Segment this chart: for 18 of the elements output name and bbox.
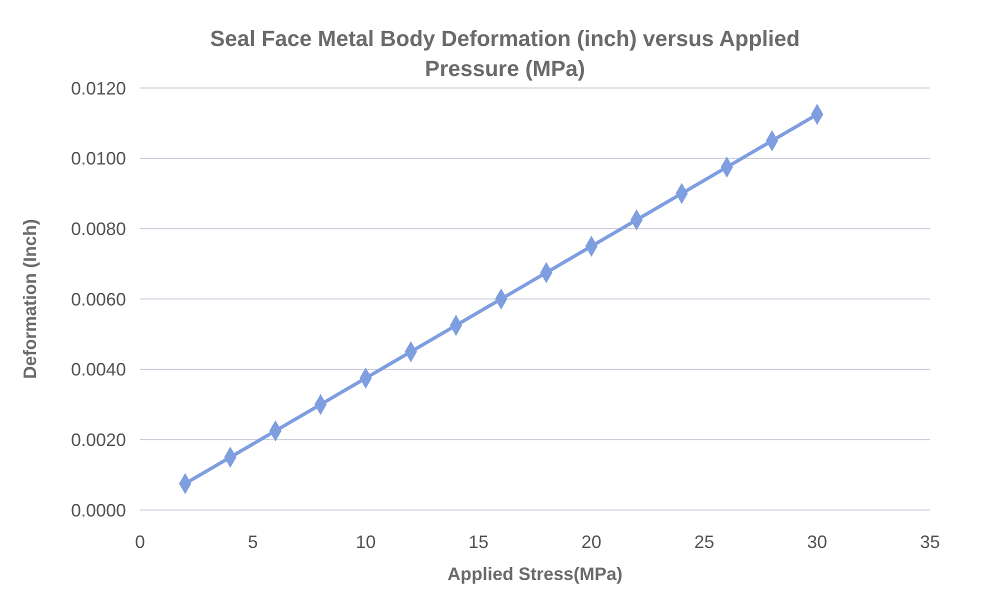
x-tick-label: 0 <box>134 532 146 552</box>
y-tick-label: 0.0060 <box>70 289 126 310</box>
x-tick-label: 15 <box>468 532 489 552</box>
y-tick-label: 0.0080 <box>70 218 126 239</box>
y-tick-label: 0.0000 <box>70 500 126 520</box>
y-tick-label: 0.0020 <box>70 430 126 450</box>
y-axis-title: Deformation (Inch) <box>20 219 40 379</box>
x-tick-label: 20 <box>581 532 602 552</box>
y-tick-label: 0.0040 <box>70 360 126 380</box>
x-tick-label: 25 <box>694 532 714 552</box>
y-tick-label: 0.0120 <box>70 78 126 98</box>
x-tick-label: 10 <box>356 532 376 552</box>
chart-title: Seal Face Metal Body Deformation (inch) versus Applied Pressure (MPa) <box>210 26 800 81</box>
y-tick-label: 0.0100 <box>70 148 126 169</box>
x-axis-title: Applied Stress(MPa) <box>447 564 623 584</box>
x-tick-label: 30 <box>807 532 828 552</box>
x-tick-label: 35 <box>920 532 940 552</box>
x-tick-label: 5 <box>248 532 258 552</box>
